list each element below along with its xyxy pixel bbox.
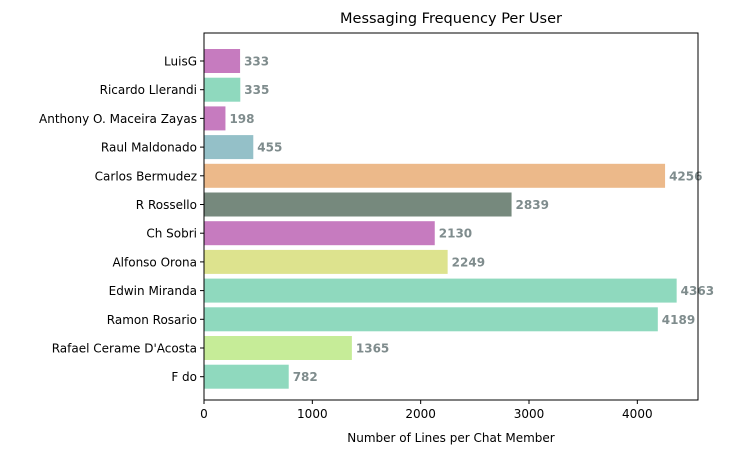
value-label-2: 198: [229, 112, 254, 126]
y-tick-label-0: LuisG: [164, 55, 197, 69]
chart-title: Messaging Frequency Per User: [340, 11, 562, 27]
value-label-6: 2130: [439, 227, 472, 241]
x-tick-label-3: 3000: [514, 407, 545, 421]
bar-4: [204, 163, 666, 188]
bar-5: [204, 192, 512, 217]
plot-frame: [203, 32, 699, 401]
bar-9: [204, 307, 658, 332]
value-label-8: 4363: [681, 284, 714, 298]
bar-2: [204, 106, 226, 131]
bars-layer: [204, 49, 677, 389]
y-tick-label-6: Ch Sobri: [146, 227, 197, 241]
value-label-7: 2249: [452, 255, 485, 269]
value-label-11: 782: [293, 370, 318, 384]
bar-11: [204, 364, 289, 389]
bar-0: [204, 49, 241, 73]
y-tick-label-3: Raul Maldonado: [101, 141, 197, 155]
x-axis: 0 1000 2000 3000 4000: [200, 400, 653, 421]
y-tick-label-10: Rafael Cerame D'Acosta: [52, 342, 197, 356]
value-label-4: 4256: [669, 169, 702, 183]
y-tick-label-2: Anthony O. Maceira Zayas: [39, 112, 197, 126]
value-label-10: 1365: [356, 342, 389, 356]
bar-8: [204, 278, 677, 303]
y-axis: LuisG Ricardo Llerandi Anthony O. Maceira …: [39, 55, 204, 384]
value-label-5: 2839: [516, 198, 549, 212]
bar-10: [204, 336, 352, 360]
labels-layer: 333 335 198 455 4256 2839 2130 2249 4363 4189 1365…: [229, 55, 714, 385]
value-label-1: 335: [244, 83, 269, 97]
x-tick-label-1: 1000: [297, 407, 328, 421]
bar-1: [204, 77, 241, 102]
y-tick-label-1: Ricardo Llerandi: [100, 83, 197, 97]
y-tick-label-4: Carlos Bermudez: [95, 169, 197, 183]
x-tick-label-0: 0: [200, 407, 208, 421]
x-tick-label-4: 4000: [622, 407, 653, 421]
y-tick-label-7: Alfonso Orona: [112, 255, 197, 269]
x-axis-label: Number of Lines per Chat Member: [347, 431, 555, 445]
value-label-3: 455: [257, 141, 282, 155]
bar-3: [204, 135, 254, 160]
value-label-9: 4189: [662, 313, 695, 327]
x-tick-label-2: 2000: [405, 407, 436, 421]
y-tick-label-9: Ramon Rosario: [107, 313, 197, 327]
y-tick-label-11: F do: [171, 370, 197, 384]
bar-6: [204, 221, 435, 246]
bar-7: [204, 249, 448, 274]
y-tick-label-5: R Rossello: [136, 198, 197, 212]
value-label-0: 333: [244, 55, 269, 69]
y-tick-label-8: Edwin Miranda: [109, 284, 197, 298]
